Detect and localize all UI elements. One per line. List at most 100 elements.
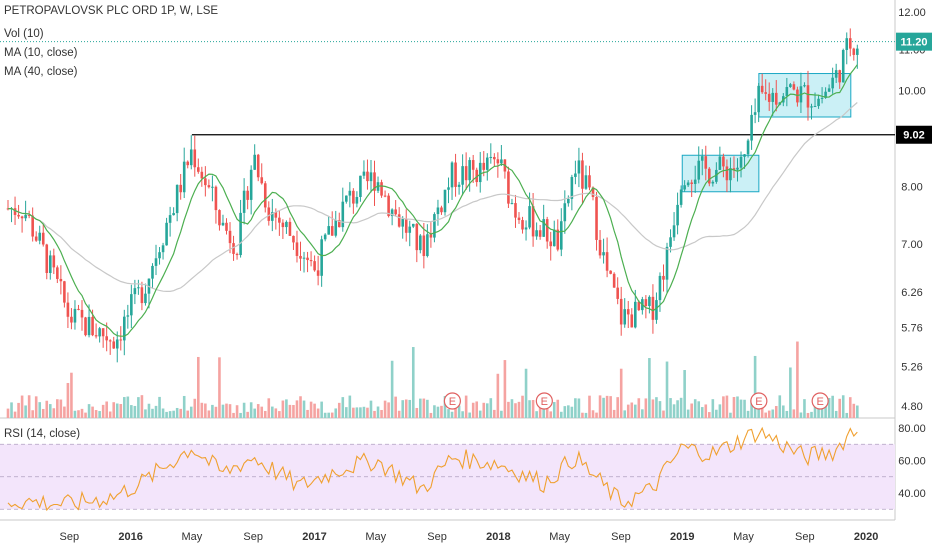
horizontal-lines[interactable] — [0, 0, 895, 136]
candle-body — [693, 179, 697, 184]
candle-body — [309, 260, 313, 262]
rsi-tick-label: 60.00 — [898, 456, 926, 468]
volume-bar — [729, 412, 732, 418]
candle-body — [612, 273, 616, 288]
volume-bar — [739, 399, 743, 418]
legend-ma10[interactable]: MA (10, close) — [4, 47, 78, 59]
candle-body — [616, 287, 619, 299]
candle-body — [447, 187, 450, 190]
time-tick-label: May — [365, 531, 386, 543]
candle-body — [366, 171, 369, 182]
volume-bars — [6, 341, 859, 418]
candle-body — [165, 222, 168, 246]
volume-bar — [186, 410, 190, 418]
volume-bar — [366, 407, 369, 418]
candle-body — [704, 156, 708, 169]
candle-body — [771, 92, 775, 102]
volume-bar — [750, 399, 753, 418]
legend-ma40[interactable]: MA (40, close) — [4, 66, 78, 78]
candle-body — [602, 252, 605, 256]
candle-body — [450, 162, 454, 188]
candle-body — [584, 175, 588, 189]
candle-body — [225, 222, 228, 231]
candle-body — [94, 335, 98, 337]
volume-bar — [147, 403, 151, 418]
candle-body — [260, 177, 264, 184]
range-boxes[interactable] — [681, 73, 852, 193]
candle-body — [454, 162, 457, 187]
earnings-icon — [443, 392, 461, 410]
candle-body — [715, 169, 718, 182]
candle-body — [633, 301, 637, 328]
volume-bar — [785, 410, 789, 418]
candle-body — [175, 184, 179, 214]
candle-body — [535, 230, 538, 237]
candle-body — [387, 195, 390, 217]
volume-bar — [609, 396, 612, 418]
volume-bar — [457, 405, 461, 418]
candle-body — [122, 316, 126, 341]
candle-body — [700, 156, 704, 161]
volume-bar — [549, 411, 553, 418]
volume-bar — [302, 400, 306, 418]
candle-body — [415, 223, 419, 251]
candle-body — [831, 77, 834, 89]
volume-bar — [330, 412, 334, 418]
volume-bar — [70, 372, 73, 418]
candle-body — [556, 229, 560, 250]
volume-bar — [482, 402, 486, 418]
candle-body — [158, 252, 161, 259]
volume-bar — [383, 400, 387, 418]
volume-bar — [404, 399, 408, 418]
time-tick-label: May — [181, 531, 202, 543]
volume-bar — [256, 404, 260, 418]
candle-body — [186, 161, 190, 166]
volume-bar — [598, 395, 602, 418]
volume-bar — [253, 408, 256, 418]
candle-body — [588, 175, 591, 188]
earnings-label: E — [449, 396, 456, 408]
candle-body — [214, 186, 218, 211]
candle-body — [803, 85, 806, 87]
candle-body — [845, 38, 849, 50]
time-tick-label: Sep — [611, 531, 631, 543]
candle-body — [34, 236, 38, 241]
legend-rsi[interactable]: RSI (14, close) — [4, 428, 81, 440]
candle-body — [20, 216, 24, 219]
volume-bar — [408, 399, 412, 418]
volume-bar — [98, 411, 101, 418]
candle-body — [140, 287, 144, 304]
candle-body — [637, 301, 641, 311]
volume-bar — [151, 408, 154, 418]
volume-bar — [313, 403, 316, 418]
legend-vol[interactable]: Vol (10) — [4, 28, 44, 40]
candle-body — [267, 207, 271, 221]
candle-body — [517, 217, 521, 221]
volume-bar — [500, 410, 503, 418]
volume-bar — [373, 410, 376, 418]
candle-body — [426, 234, 429, 257]
volume-bar — [309, 401, 313, 418]
volume-bar — [468, 412, 471, 418]
candle-body — [84, 317, 87, 336]
volume-bar — [278, 411, 281, 418]
candle-body — [63, 281, 66, 303]
candle-body — [218, 210, 221, 226]
candle-body — [757, 85, 760, 113]
volume-bar — [193, 398, 197, 418]
volume-bar — [619, 368, 623, 418]
candle-body — [292, 235, 295, 243]
volume-bar — [743, 399, 746, 418]
candle-body — [242, 190, 246, 213]
time-tick-label: 2018 — [486, 531, 510, 543]
volume-bar — [782, 405, 785, 418]
volume-bar — [753, 355, 757, 418]
candle-body — [200, 171, 204, 179]
volume-bar — [359, 407, 362, 418]
candle-body — [549, 241, 553, 247]
candle-body — [852, 48, 856, 55]
volume-bar — [235, 405, 239, 418]
candle-body — [87, 316, 91, 336]
